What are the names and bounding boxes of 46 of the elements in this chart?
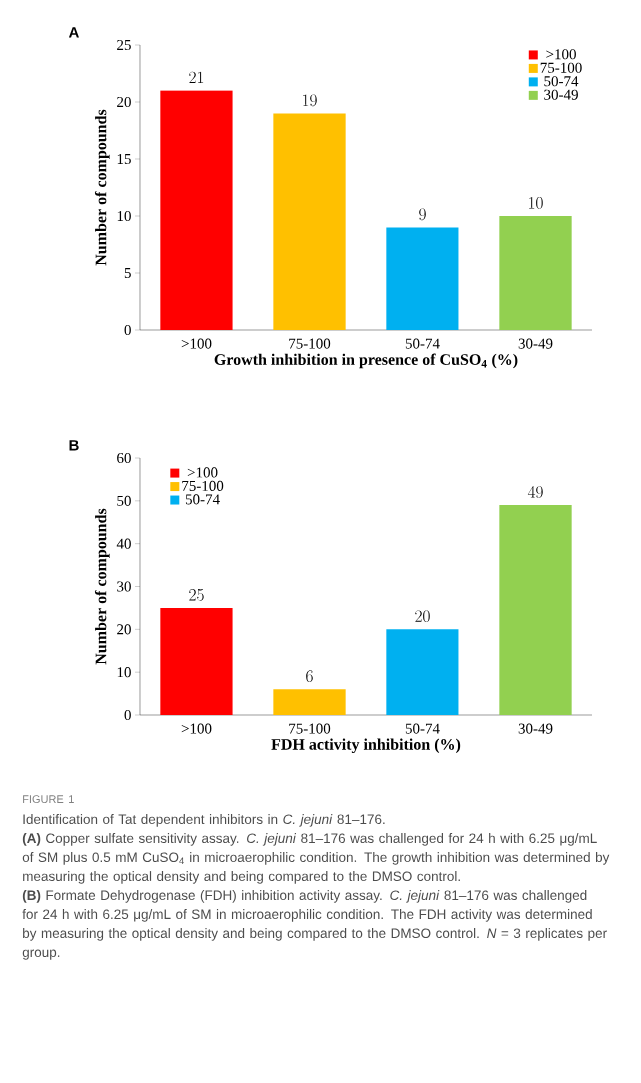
x-tick-label: 75-100 — [289, 723, 331, 734]
data-label: 49 — [527, 486, 543, 498]
x-tick-label: >100 — [181, 338, 212, 349]
data-label: 9 — [419, 208, 426, 221]
data-label: 19 — [303, 94, 317, 107]
legend-label: 30-49 — [544, 89, 578, 100]
x-axis-title: FDH activity inhibition (%) — [271, 738, 461, 754]
data-label: 20 — [415, 610, 430, 623]
y-tick-label: 25 — [117, 39, 131, 51]
y-tick-label: 0 — [124, 324, 131, 336]
y-tick-label: 0 — [124, 709, 131, 721]
x-tick-label: 30-49 — [518, 723, 553, 734]
text: (B) Formate Dehydrogenase (FDH) inhibition activity assay. C. jejuni 81–176 was challenged for 24 h with 6.25 μg/mL of SM in microaerophilic condition. The FDH activity was determined by measuring the optical density and being compared to the DMSO control. N = 3 replicates per group. — [22, 890, 607, 960]
y-axis-title: Number of compounds — [94, 109, 110, 266]
data-label: 6 — [306, 670, 313, 683]
legend-label: 50-74 — [185, 494, 220, 505]
x-tick-label: 50-74 — [405, 338, 440, 349]
chart-title: A — [68, 27, 79, 38]
chart-title: B — [69, 440, 79, 451]
y-tick-label: 50 — [117, 495, 131, 506]
x-tick-label: 50-74 — [405, 723, 440, 734]
data-label: 10 — [529, 197, 543, 209]
y-tick-label: 30 — [117, 581, 131, 592]
legend-label: 75-100 — [540, 62, 582, 73]
y-tick-label: 20 — [117, 96, 131, 108]
y-tick-label: 15 — [117, 153, 131, 165]
legend-label: 75-100 — [182, 480, 224, 491]
y-tick-label: 10 — [117, 667, 131, 678]
x-tick-label: 30-49 — [518, 338, 553, 349]
caption: FIGURE 1 — [23, 795, 74, 803]
legend-label: >100 — [546, 49, 576, 60]
y-tick-label: 40 — [116, 538, 131, 549]
y-axis-title: Number of compounds — [94, 508, 110, 665]
x-tick-label: 75-100 — [289, 338, 331, 349]
text: Identification of Tat dependent inhibitors in C. jejuni 81–176. — [23, 814, 385, 827]
y-tick-label: 60 — [117, 452, 131, 464]
y-tick-label: 5 — [124, 268, 131, 278]
legend-label: 50-74 — [544, 76, 579, 87]
data-label: 25 — [189, 588, 204, 601]
text: (A) Copper sulfate sensitivity assay. C. jejuni 81–176 was challenged for 24 h with 6.25 μg/mL of SM plus 0.5 mM CuSO$_{4}$ in microaerophilic condition. The growth inhibition was determined by measuring the optical density and being compared to the DMSO control. — [22, 833, 610, 884]
y-tick-label: 10 — [117, 210, 131, 222]
x-axis-title: Growth inhibition in presence of CuSO$_{4}$ (%) — [214, 353, 518, 369]
data-label: 21 — [189, 71, 204, 84]
x-tick-label: >100 — [181, 723, 212, 734]
y-tick-label: 20 — [117, 624, 131, 635]
legend-label: >100 — [187, 467, 218, 478]
